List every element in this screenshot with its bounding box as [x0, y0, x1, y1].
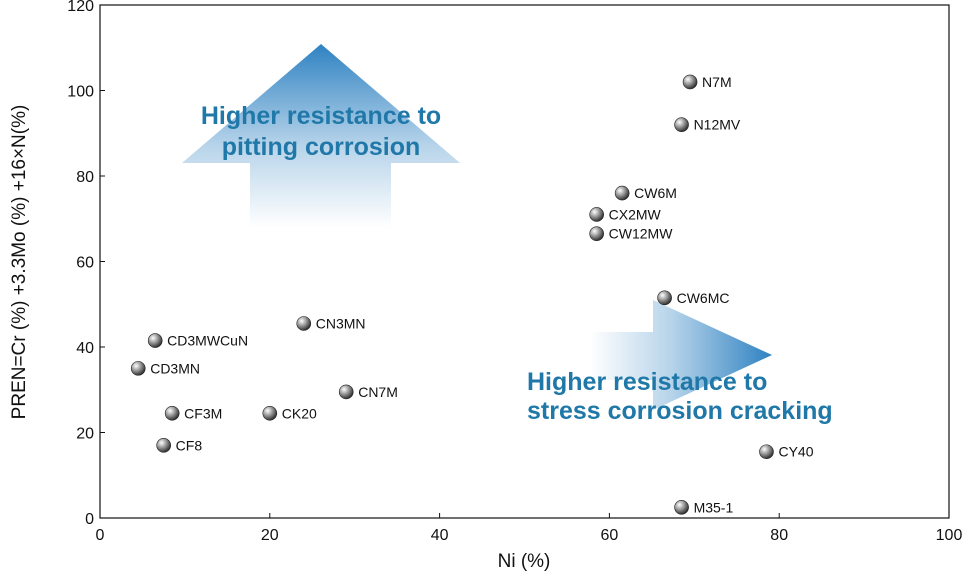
x-tick-label: 40 — [431, 527, 449, 544]
scc-annotation-line2: stress corrosion cracking — [527, 397, 833, 425]
point-marker — [674, 500, 689, 515]
point-label: M35-1 — [694, 499, 734, 515]
annotation-arrows — [182, 44, 772, 410]
y-tick-label: 60 — [76, 255, 94, 272]
data-point: N12MV — [674, 117, 741, 133]
point-label: CF3M — [184, 405, 222, 421]
data-points: N7M N12MV CW6M CX2MW CW12MW CW6MC CN3MN CD3MWCu… — [130, 74, 814, 515]
point-label: CF8 — [176, 437, 203, 453]
data-point: CN7M — [338, 384, 398, 400]
data-point: CW6M — [614, 185, 677, 201]
point-marker — [338, 384, 354, 400]
point-marker — [657, 290, 672, 306]
y-tick-label: 100 — [67, 84, 94, 101]
data-point: CW12MW — [589, 226, 674, 242]
point-marker — [156, 438, 171, 453]
point-label: CW6M — [634, 185, 677, 201]
point-marker — [262, 405, 278, 421]
data-point: CF8 — [156, 437, 203, 453]
point-marker — [759, 444, 774, 460]
x-tick-label: 0 — [96, 527, 105, 544]
data-point: CY40 — [759, 444, 814, 460]
x-tick-label: 100 — [936, 527, 963, 544]
y-axis-title: PREN=Cr (%) +3.3Mo (%) +16×N(%) — [9, 105, 30, 420]
pitting-annotation-line2: pitting corrosion — [222, 133, 421, 161]
x-tick-label: 20 — [261, 527, 279, 544]
scc-annotation-line1: Higher resistance to — [527, 368, 767, 396]
axis-ticks: 0 20 40 60 80 100 0 20 40 60 80 100 120 — [67, 0, 962, 544]
point-label: CD3MWCuN — [167, 333, 248, 349]
point-marker — [682, 74, 698, 90]
data-point: CW6MC — [657, 290, 730, 306]
point-label: CX2MW — [609, 206, 662, 222]
scc-arrow-icon — [590, 300, 772, 410]
y-tick-label: 20 — [76, 426, 94, 443]
data-point: CK20 — [262, 405, 317, 421]
pitting-arrow-icon — [182, 44, 460, 228]
point-label: CN7M — [358, 384, 398, 400]
point-label: CW12MW — [609, 226, 674, 242]
data-point: N7M — [682, 74, 732, 90]
point-marker — [147, 333, 163, 348]
data-point: M35-1 — [674, 499, 734, 515]
x-tick-label: 60 — [601, 527, 619, 544]
point-marker — [614, 185, 630, 201]
y-tick-label: 80 — [76, 169, 94, 186]
point-marker — [674, 117, 689, 132]
point-label: CY40 — [778, 444, 813, 460]
data-point: CF3M — [164, 405, 222, 421]
point-marker — [164, 405, 180, 421]
pitting-annotation-line1: Higher resistance to — [201, 102, 441, 130]
x-axis-title: Ni (%) — [498, 551, 551, 572]
x-tick-label: 80 — [770, 527, 788, 544]
data-point: CD3MN — [130, 360, 200, 376]
y-tick-label: 0 — [85, 511, 94, 528]
point-label: CK20 — [282, 405, 317, 421]
y-tick-label: 40 — [76, 340, 94, 357]
data-point: CD3MWCuN — [147, 333, 248, 349]
plot-frame — [99, 4, 950, 519]
y-tick-label: 120 — [67, 0, 94, 15]
point-label: N12MV — [694, 117, 741, 133]
point-marker — [130, 361, 146, 376]
point-label: CW6MC — [677, 290, 730, 306]
point-label: CD3MN — [150, 360, 200, 376]
point-marker — [589, 226, 604, 242]
point-label: CN3MN — [316, 315, 366, 331]
point-marker — [296, 316, 312, 331]
data-point: CN3MN — [296, 315, 366, 331]
point-marker — [589, 207, 604, 222]
data-point: CX2MW — [589, 206, 662, 222]
point-label: N7M — [702, 74, 732, 90]
